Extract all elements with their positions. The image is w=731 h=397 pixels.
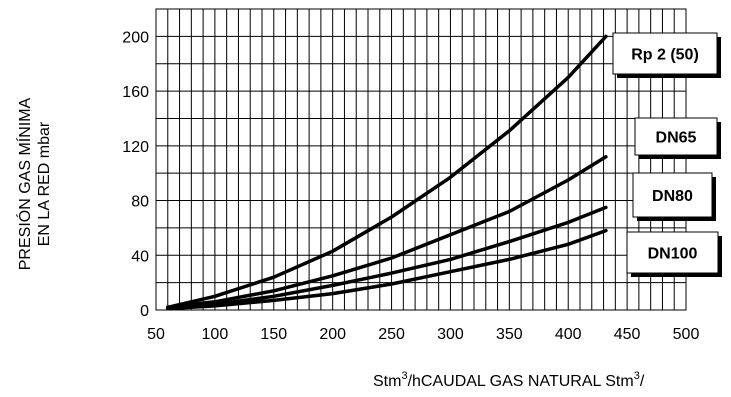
series-label-text: DN100 xyxy=(648,246,698,263)
x-tick-label: 500 xyxy=(673,326,700,343)
y-axis-label-line-1: PRESIÓN GAS MÍNIMA xyxy=(15,97,34,270)
y-tick-label: 0 xyxy=(140,303,149,320)
x-tick-label: 100 xyxy=(202,326,229,343)
series-line xyxy=(166,34,608,310)
y-tick-label: 160 xyxy=(122,84,149,101)
series-line xyxy=(166,205,608,311)
y-tick-label: 80 xyxy=(131,194,149,211)
y-axis-label-line-2: EN LA RED mbar xyxy=(36,121,53,246)
x-tick-label: 200 xyxy=(319,326,346,343)
x-tick-label: 400 xyxy=(555,326,582,343)
y-tick-label: 40 xyxy=(131,248,149,265)
x-tick-label: 250 xyxy=(378,326,405,343)
x-axis-label: Stm3/hCAUDAL GAS NATURAL Stm3/ xyxy=(373,370,645,390)
series-lines xyxy=(166,34,608,311)
y-tick-label: 120 xyxy=(122,139,149,156)
x-tick-label: 450 xyxy=(614,326,641,343)
series-label: DN80 xyxy=(632,172,716,221)
series-label: DN100 xyxy=(626,231,722,277)
x-tick-label: 50 xyxy=(147,326,165,343)
series-line xyxy=(166,228,608,311)
series-label-box xyxy=(612,32,718,75)
y-tick-labels: 0 40 80 120 160 200 xyxy=(122,29,149,320)
x-tick-labels: 50 100 150 200 250 300 350 400 450 500 xyxy=(147,326,699,343)
series-label-text: Rp 2 (50) xyxy=(631,47,699,64)
series-label-box xyxy=(634,117,718,156)
plot-frame xyxy=(155,8,687,311)
series-label-box xyxy=(632,172,713,218)
series-label: DN65 xyxy=(634,117,721,159)
series-label-text: DN65 xyxy=(656,130,697,147)
series-label-text: DN80 xyxy=(652,188,693,205)
x-tick-label: 300 xyxy=(437,326,464,343)
series-label: Rp 2 (50) xyxy=(612,32,721,78)
series-line xyxy=(166,155,608,310)
series-label-box xyxy=(626,231,719,274)
x-tick-label: 350 xyxy=(496,326,523,343)
x-tick-label: 150 xyxy=(260,326,287,343)
y-tick-label: 200 xyxy=(122,29,149,46)
series-labels: Rp 2 (50) DN65 DN80 DN100 xyxy=(612,32,722,277)
